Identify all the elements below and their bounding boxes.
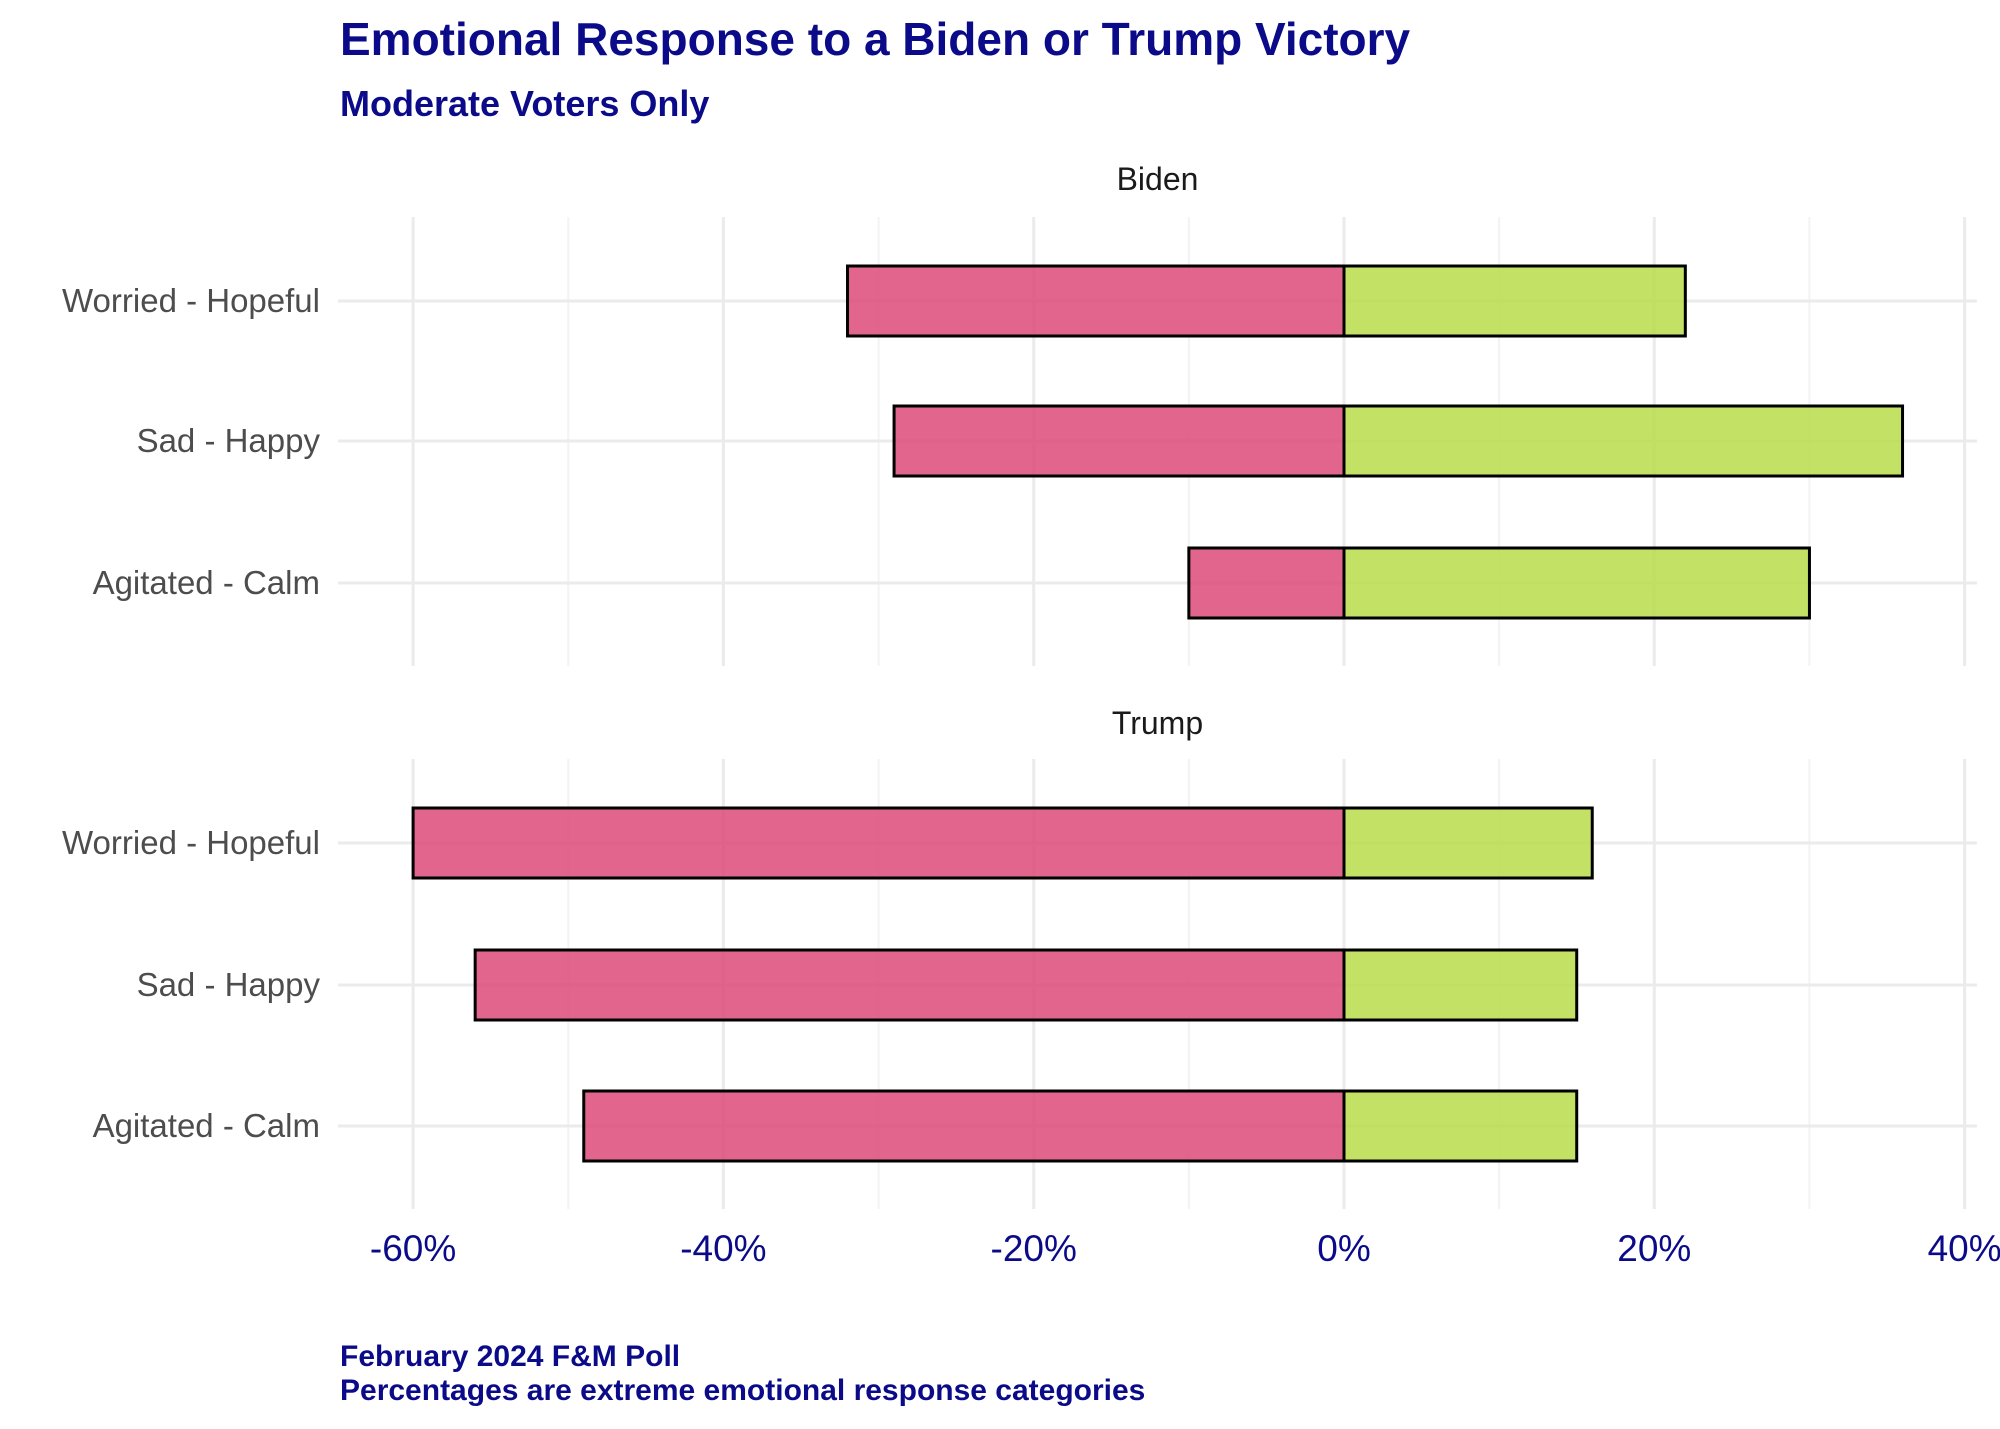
- y-axis-label: Agitated - Calm: [93, 564, 320, 601]
- caption-line-2: Percentages are extreme emotional respon…: [340, 1374, 1145, 1407]
- y-axis-label: Sad - Happy: [137, 966, 321, 1003]
- x-tick-label: 20%: [1617, 1228, 1691, 1269]
- bar-negative: [892, 404, 1346, 478]
- bar-positive: [1342, 404, 1905, 478]
- bar-positive: [1342, 1089, 1579, 1163]
- bar-positive: [1342, 546, 1811, 620]
- y-axis-label: Sad - Happy: [137, 422, 321, 459]
- x-tick-label: -20%: [991, 1228, 1077, 1269]
- bar-positive: [1342, 806, 1594, 880]
- x-tick-label: -60%: [370, 1228, 456, 1269]
- caption-line-1: February 2024 F&M Poll: [340, 1340, 680, 1373]
- bar-positive: [1342, 948, 1579, 1022]
- y-axis-label: Worried - Hopeful: [62, 824, 320, 861]
- panel-strip-label: Biden: [1117, 161, 1199, 197]
- x-tick-label: -40%: [680, 1228, 766, 1269]
- bar-positive: [1342, 264, 1687, 338]
- x-tick-label: 0%: [1317, 1228, 1370, 1269]
- panel-trump: Trump Worried - Hopeful Sad - Happy Agitate…: [62, 705, 1977, 1209]
- bar-negative: [1187, 546, 1346, 620]
- bar-negative: [582, 1089, 1346, 1163]
- x-tick-label: 40%: [1928, 1228, 2000, 1269]
- chart-title: Emotional Response to a Biden or Trump V…: [340, 13, 1411, 65]
- y-axis-label: Worried - Hopeful: [62, 282, 320, 319]
- chart-subtitle: Moderate Voters Only: [340, 83, 709, 124]
- y-axis-label: Agitated - Calm: [93, 1107, 320, 1144]
- panel-strip-label: Trump: [1112, 705, 1203, 741]
- bar-negative: [846, 264, 1346, 338]
- panel-biden: Biden Worried - Hopeful Sad - Happy Agitate…: [62, 161, 1977, 666]
- bar-negative: [473, 948, 1346, 1022]
- bar-negative: [411, 806, 1346, 880]
